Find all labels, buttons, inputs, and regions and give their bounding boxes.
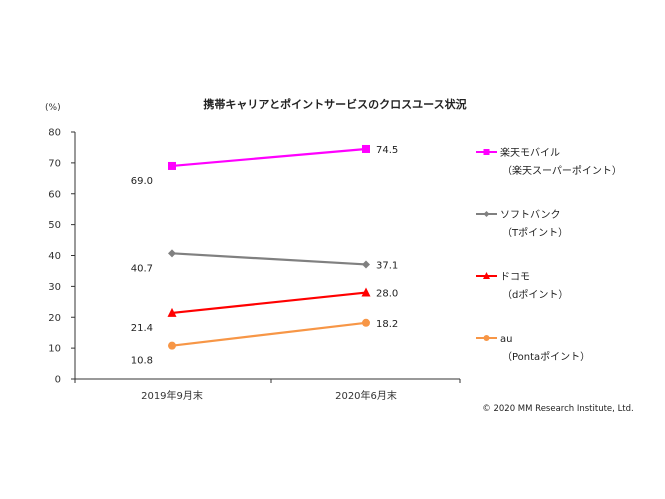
legend-swatch-marker xyxy=(483,335,490,341)
data-point xyxy=(167,307,177,317)
y-tick-label: 20 xyxy=(48,313,61,324)
data-label: 74.5 xyxy=(376,145,398,156)
legend-entry: ドコモ （dポイント） xyxy=(476,272,568,301)
chart-title: 携帯キャリアとポイントサービスのクロスユース状況 xyxy=(203,97,466,111)
legend-label: au xyxy=(500,334,512,345)
y-tick-label: 0 xyxy=(55,375,61,386)
data-label: 40.7 xyxy=(131,263,153,274)
y-axis-unit-label: (%) xyxy=(45,103,61,113)
data-label: 18.2 xyxy=(376,319,398,330)
series-line xyxy=(171,147,367,168)
series-line xyxy=(171,321,367,347)
x-tick-label: 2020年6月末 xyxy=(335,389,397,402)
y-tick-label: 30 xyxy=(48,282,61,293)
series-line xyxy=(171,291,367,315)
legend-label: 楽天モバイル xyxy=(500,146,560,159)
data-label: 21.4 xyxy=(131,323,153,334)
data-point xyxy=(362,318,370,327)
y-tick-label: 60 xyxy=(48,189,61,200)
series-line xyxy=(171,252,367,266)
y-tick-label: 50 xyxy=(48,220,61,231)
data-point xyxy=(362,144,370,153)
legend-sublabel: （Tポイント） xyxy=(502,227,568,239)
series-1: 69.0 74.5 xyxy=(131,144,398,187)
legend-sublabel: （dポイント） xyxy=(502,289,568,301)
x-tick-label: 2019年9月末 xyxy=(141,389,203,402)
legend-swatch-marker xyxy=(483,149,490,155)
y-axis-ticks: 0 10 20 30 40 50 60 70 80 xyxy=(48,128,75,386)
legend: 楽天モバイル （楽天スーパーポイント） ソフトバンク （Tポイント） ドコモ （dポイント… xyxy=(476,146,622,363)
y-tick-label: 70 xyxy=(48,158,61,169)
copyright-text: © 2020 MM Research Institute, Ltd. xyxy=(482,404,633,414)
data-point xyxy=(168,249,176,258)
x-axis-ticks: 2019年9月末 2020年6月末 xyxy=(74,379,461,402)
y-tick-label: 40 xyxy=(48,251,61,262)
legend-entry: 楽天モバイル （楽天スーパーポイント） xyxy=(476,146,622,177)
data-label: 69.0 xyxy=(131,176,153,187)
legend-entry: au （Pontaポイント） xyxy=(476,334,590,363)
legend-sublabel: （Pontaポイント） xyxy=(502,351,590,363)
y-tick-label: 80 xyxy=(48,128,61,139)
legend-label: ソフトバンク xyxy=(500,209,561,221)
data-label: 28.0 xyxy=(376,289,398,300)
legend-sublabel: （楽天スーパーポイント） xyxy=(502,164,622,177)
legend-label: ドコモ xyxy=(500,272,530,283)
series-3: 21.4 28.0 xyxy=(131,287,398,334)
series-2: 40.7 37.1 xyxy=(131,249,398,274)
series-layer: 69.0 74.5 40.7 37.1 21.4 28.0 10.8 18.2 xyxy=(131,144,398,367)
series-4: 10.8 18.2 xyxy=(131,318,398,367)
data-point xyxy=(361,287,371,297)
legend-entry: ソフトバンク （Tポイント） xyxy=(476,209,568,239)
data-point xyxy=(168,341,176,350)
y-tick-label: 10 xyxy=(48,344,61,355)
legend-swatch-marker xyxy=(483,211,490,217)
data-label: 37.1 xyxy=(376,260,398,271)
data-point xyxy=(362,260,370,269)
data-point xyxy=(168,161,176,170)
data-label: 10.8 xyxy=(131,356,153,367)
legend-swatch-marker xyxy=(483,272,490,279)
